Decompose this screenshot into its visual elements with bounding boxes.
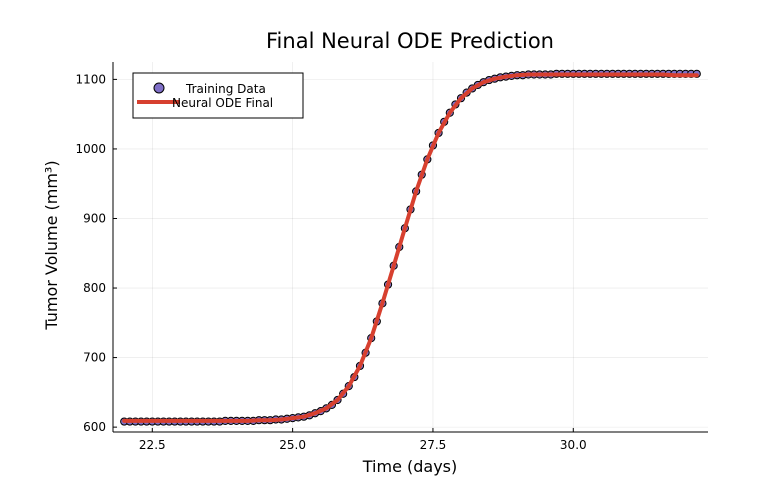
x-tick-label-2: 27.5	[420, 438, 447, 452]
neural-ode-final-line	[122, 72, 699, 423]
y-tick-label-5: 1100	[75, 72, 106, 86]
x-tick-label-1: 25.0	[279, 438, 306, 452]
tick-labels: 22.5 25.0 27.5 30.0 600 700 800 900 1000 1100	[75, 72, 586, 452]
y-tick-label-1: 700	[83, 351, 106, 365]
y-tick-label-2: 800	[83, 281, 106, 295]
series	[120, 69, 701, 426]
legend-marker-training-data	[153, 82, 165, 94]
legend: Training Data Neural ODE Final	[132, 72, 304, 119]
legend-box	[132, 72, 304, 119]
grid	[113, 62, 708, 432]
x-tick-label-3: 30.0	[560, 438, 587, 452]
chart-title: Final Neural ODE Prediction	[266, 29, 554, 53]
y-tick-label-0: 600	[83, 420, 106, 434]
x-tick-label-0: 22.5	[139, 438, 166, 452]
y-axis-label: Tumor Volume (mm³)	[42, 160, 61, 330]
legend-label-neural-ode-final: Neural ODE Final	[172, 96, 273, 110]
y-tick-label-4: 1000	[75, 142, 106, 156]
legend-label-training-data: Training Data	[185, 82, 266, 96]
x-axis-label: Time (days)	[362, 457, 458, 476]
y-tick-label-3: 900	[83, 211, 106, 225]
axes	[112, 62, 708, 433]
